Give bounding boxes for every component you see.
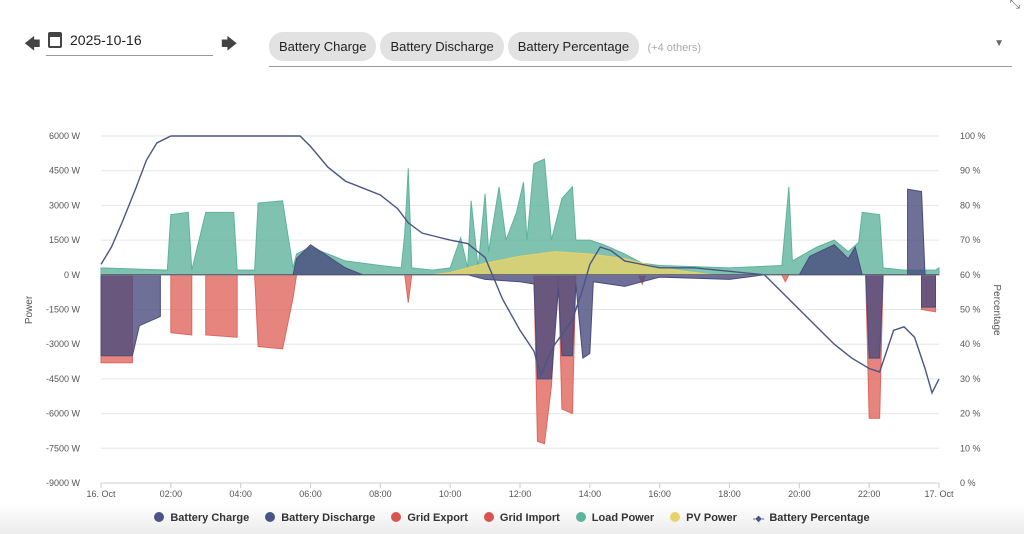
legend-line-icon: -◆-: [752, 514, 765, 523]
legend-dot-icon: [670, 512, 681, 522]
legend-item-load-power[interactable]: Load Power: [575, 512, 655, 524]
chevron-down-icon[interactable]: ▼: [994, 38, 1004, 49]
y-tick-label: 3000 W: [49, 200, 81, 210]
y-tick-label: -4500 W: [46, 374, 81, 384]
y2-tick-label: 70 %: [960, 235, 981, 245]
legend-label: Battery Discharge: [281, 512, 376, 524]
y-tick-label: 0 W: [64, 270, 81, 280]
series-select[interactable]: Battery Charge Battery Discharge Battery P…: [269, 32, 1012, 67]
y2-tick-label: 10 %: [960, 443, 981, 453]
legend-dot-icon: [483, 512, 494, 522]
y-tick-label: -6000 W: [46, 409, 81, 419]
x-tick-label: 08:00: [369, 489, 392, 499]
chip-battery-percentage[interactable]: Battery Percentage: [507, 32, 640, 61]
chip-battery-discharge[interactable]: Battery Discharge: [380, 32, 504, 61]
legend-label: Battery Percentage: [769, 512, 870, 524]
legend-label: Load Power: [591, 512, 655, 524]
x-tick-label: 17. Oct: [924, 489, 954, 499]
y2-tick-label: 90 %: [960, 166, 981, 176]
y2-tick-label: 0 %: [960, 478, 976, 488]
legend-dot-icon: [575, 512, 586, 522]
legend-label: PV Power: [686, 512, 737, 524]
y-tick-label: -3000 W: [46, 339, 81, 349]
y-tick-label: -1500 W: [46, 305, 81, 315]
x-tick-label: 02:00: [160, 489, 183, 499]
series-battery-charge-area: [101, 188, 939, 276]
legend: Battery Charge Battery Discharge Grid Expo…: [0, 512, 1024, 524]
x-tick-label: 22:00: [858, 489, 881, 499]
legend-label: Grid Export: [407, 512, 468, 524]
legend-item-battery-charge[interactable]: Battery Charge: [154, 512, 249, 524]
x-tick-label: 16. Oct: [86, 489, 116, 499]
y2-tick-label: 30 %: [960, 374, 981, 384]
series-battery-percentage-line: [100, 135, 940, 395]
y-tick-label: -9000 W: [46, 478, 81, 488]
y2-tick-label: 60 %: [960, 270, 981, 280]
chart: Power Percentage 6000 W 4500 W 3000 W 1500 …: [24, 131, 1002, 499]
y2-tick-label: 20 %: [960, 409, 981, 419]
x-tick-label: 20:00: [788, 489, 811, 499]
y2-axis-label: Percentage: [991, 284, 1002, 336]
others-count: (+4 others): [647, 42, 702, 54]
legend-item-battery-percentage[interactable]: -◆- Battery Percentage: [753, 512, 870, 524]
y2-tick-label: 80 %: [960, 200, 981, 210]
legend-item-battery-discharge[interactable]: Battery Discharge: [265, 512, 375, 524]
legend-dot-icon: [265, 512, 276, 522]
legend-dot-icon: [391, 512, 402, 522]
y2-tick-label: 100 %: [960, 131, 986, 141]
chip-battery-charge[interactable]: Battery Charge: [269, 32, 377, 61]
y-axis-label: Power: [24, 295, 35, 324]
date-value: 2025-10-16: [70, 32, 142, 48]
legend-item-grid-export[interactable]: Grid Export: [391, 512, 468, 524]
prev-day-arrow-icon[interactable]: 🡄: [24, 36, 41, 53]
next-day-arrow-icon[interactable]: 🡆: [221, 36, 238, 53]
y-tick-label: 4500 W: [49, 166, 81, 176]
legend-label: Grid Import: [499, 512, 560, 524]
legend-label: Battery Charge: [170, 512, 250, 524]
legend-item-grid-import[interactable]: Grid Import: [483, 512, 560, 524]
x-tick-label: 18:00: [718, 489, 741, 499]
calendar-icon: [48, 32, 62, 48]
x-tick-label: 12:00: [509, 489, 532, 499]
y2-tick-label: 40 %: [960, 339, 981, 349]
y2-tick-label: 50 %: [960, 305, 981, 315]
date-picker[interactable]: 2025-10-16: [46, 30, 213, 56]
x-tick-label: 14:00: [579, 489, 602, 499]
x-tick-label: 04:00: [229, 489, 252, 499]
legend-item-pv-power[interactable]: PV Power: [670, 512, 737, 524]
series-load-power-area: [100, 158, 940, 276]
x-tick-label: 16:00: [648, 489, 671, 499]
x-tick-label: 10:00: [439, 489, 462, 499]
y-tick-label: 1500 W: [49, 235, 81, 245]
series-grid-import-area: [100, 274, 937, 445]
y-tick-label: 6000 W: [49, 131, 81, 141]
x-tick-label: 06:00: [299, 489, 322, 499]
legend-dot-icon: [154, 512, 165, 522]
fullscreen-icon[interactable]: ⤡: [1009, 0, 1020, 11]
y-tick-label: -7500 W: [46, 443, 81, 453]
toolbar: 🡄 2025-10-16 🡆 Battery Charge Battery Dis…: [0, 0, 1024, 80]
